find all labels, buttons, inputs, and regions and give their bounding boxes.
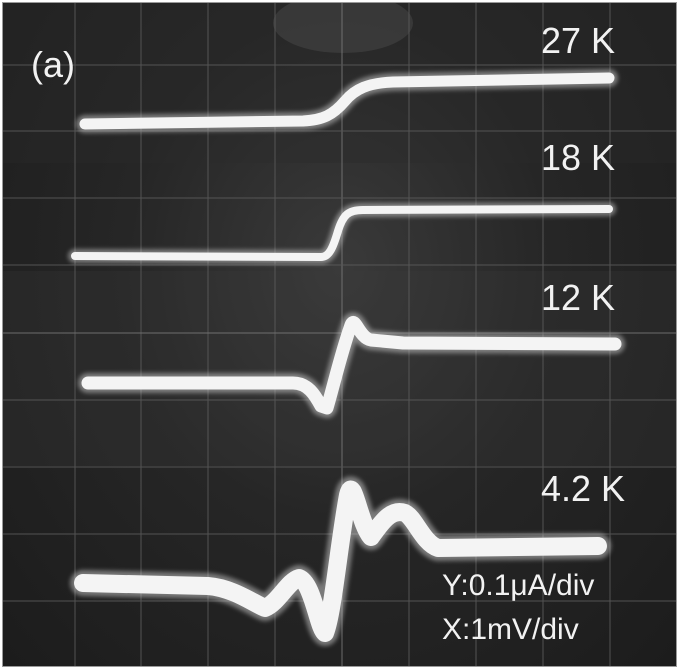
trace-18k — [71, 205, 613, 261]
y-scale-label: Y:0.1μA/div — [442, 569, 595, 602]
trace-label-27k: 27 K — [541, 20, 616, 61]
trace-label-12k: 12 K — [541, 277, 616, 318]
x-scale-label: X:1mV/div — [442, 613, 579, 646]
trace-label-4-2k: 4.2 K — [541, 468, 626, 509]
panel-label: (a) — [31, 44, 75, 85]
trace-27k — [79, 72, 615, 130]
oscilloscope-graticule-and-traces — [3, 3, 676, 666]
trace-12k — [81, 316, 622, 415]
trace-label-18k: 18 K — [541, 137, 616, 178]
screen-glare — [273, 3, 413, 53]
trace-4-2k — [74, 480, 607, 642]
